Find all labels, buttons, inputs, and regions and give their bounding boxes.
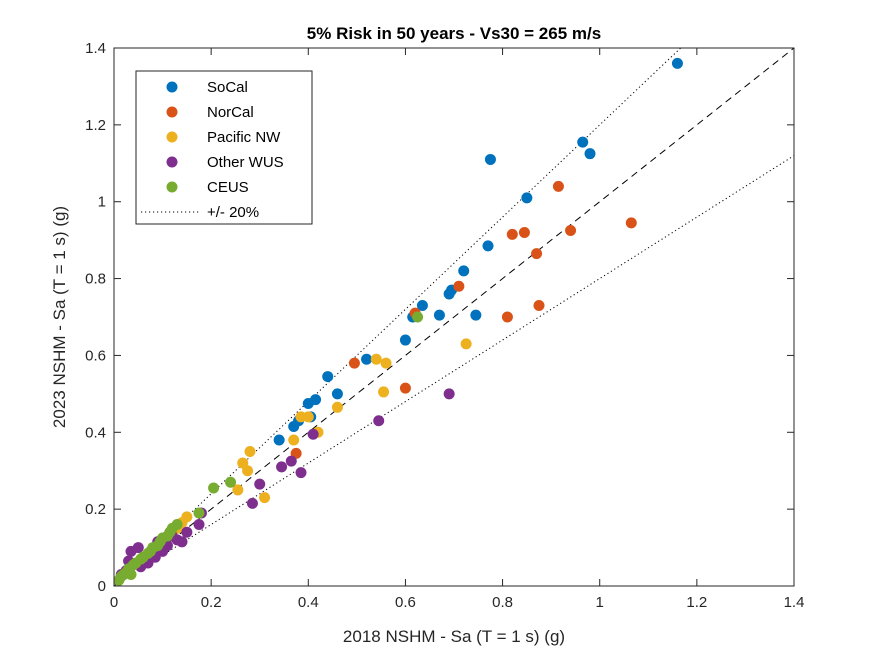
point-other-wus	[443, 388, 455, 400]
point-pacific-nw	[331, 401, 343, 413]
x-axis-label: 2018 NSHM - Sa (T = 1 s) (g)	[343, 627, 565, 646]
legend-label-socal: SoCal	[207, 79, 248, 96]
point-socal	[273, 434, 285, 446]
point-socal	[671, 57, 683, 69]
point-ceus	[114, 574, 125, 586]
axes-box	[113, 47, 795, 587]
point-socal	[482, 240, 494, 252]
legend-marker-norcal	[166, 106, 178, 118]
point-socal	[458, 265, 470, 277]
legend-label-ceus: CEUS	[207, 179, 249, 196]
point-socal	[577, 136, 589, 148]
point-other-wus	[295, 467, 307, 479]
x-tick-label: 1.2	[686, 594, 707, 611]
point-socal	[433, 309, 445, 321]
y-axis-label: 2023 NSHM - Sa (T = 1 s) (g)	[50, 206, 69, 428]
y-tick-label: 0.8	[85, 271, 106, 288]
legend: SoCal NorCal Pacific NW Other WUS CEUS +/- 20…	[135, 70, 313, 225]
point-pacific-nw	[460, 338, 472, 350]
point-pacific-nw	[380, 357, 392, 369]
point-other-wus	[193, 519, 205, 531]
point-socal	[331, 388, 343, 400]
x-tick-label: 1	[596, 594, 604, 611]
point-norcal	[533, 299, 545, 311]
point-socal	[322, 371, 334, 383]
point-pacific-nw	[244, 446, 256, 457]
point-pacific-nw	[259, 492, 271, 504]
point-socal	[302, 397, 314, 409]
x-tick-label: 0	[110, 594, 118, 611]
point-pacific-nw	[232, 484, 244, 496]
point-socal	[361, 353, 373, 365]
point-ceus	[193, 507, 205, 519]
point-ceus	[208, 482, 220, 494]
point-other-wus	[246, 497, 258, 509]
point-socal	[288, 421, 300, 433]
x-tick-label: 0.2	[201, 594, 222, 611]
legend-label-norcal: NorCal	[207, 104, 254, 121]
point-norcal	[453, 280, 465, 292]
legend-label-other-wus: Other WUS	[207, 154, 284, 171]
point-pacific-nw	[288, 434, 300, 446]
y-tick-label: 0.2	[85, 501, 106, 518]
point-norcal	[531, 248, 543, 260]
point-socal	[484, 153, 496, 165]
point-other-wus	[254, 478, 266, 490]
point-norcal	[506, 228, 518, 240]
legend-marker-pacific-nw	[166, 131, 178, 143]
y-tick-label: 0.4	[85, 424, 106, 441]
x-tick-label: 1.4	[784, 594, 805, 611]
x-tick-label: 0.6	[395, 594, 416, 611]
x-axis: 0 0.2 0.4 0.6 0.8 1 1.2 1.4	[110, 48, 805, 611]
point-other-wus	[285, 455, 297, 467]
point-norcal	[348, 357, 360, 369]
point-ceus	[412, 311, 424, 323]
point-other-wus	[125, 545, 137, 557]
point-norcal	[552, 180, 564, 192]
y-tick-label: 0	[98, 578, 106, 595]
y-axis: 0 0.2 0.4 0.6 0.8 1 1.2 1.4	[85, 40, 794, 595]
y-tick-label: 1	[98, 194, 106, 211]
legend-box	[135, 70, 313, 225]
data-points	[114, 57, 683, 586]
point-pacific-nw	[242, 465, 254, 477]
chart-title: 5% Risk in 50 years - Vs30 = 265 m/s	[307, 24, 601, 43]
point-socal	[416, 299, 428, 311]
legend-label-pacific-nw: Pacific NW	[207, 129, 281, 146]
legend-label-20: +/- 20%	[207, 204, 259, 221]
point-socal	[443, 288, 455, 300]
point-other-wus	[276, 461, 288, 473]
point-socal	[584, 148, 596, 160]
point-other-wus	[181, 526, 193, 538]
point-norcal	[399, 382, 411, 394]
point-other-wus	[373, 415, 385, 427]
reference-line-one-to-one	[114, 48, 794, 586]
y-tick-label: 0.6	[85, 347, 106, 364]
point-pacific-nw	[295, 411, 307, 423]
point-norcal	[565, 225, 577, 237]
point-ceus	[125, 568, 137, 580]
point-norcal	[518, 226, 530, 238]
point-norcal	[625, 217, 637, 229]
y-tick-label: 1.4	[85, 40, 106, 57]
x-tick-label: 0.8	[492, 594, 513, 611]
legend-marker-ceus	[166, 181, 178, 193]
point-socal	[399, 334, 411, 346]
y-tick-label: 1.2	[85, 117, 106, 134]
point-pacific-nw	[378, 386, 390, 398]
point-socal	[470, 309, 482, 321]
point-norcal	[501, 311, 513, 323]
legend-marker-socal	[166, 81, 178, 93]
point-other-wus	[307, 428, 319, 440]
point-socal	[521, 192, 533, 204]
point-ceus	[225, 476, 237, 488]
legend-marker-other-wus	[166, 156, 178, 168]
x-tick-label: 0.4	[298, 594, 319, 611]
point-pacific-nw	[370, 353, 382, 365]
